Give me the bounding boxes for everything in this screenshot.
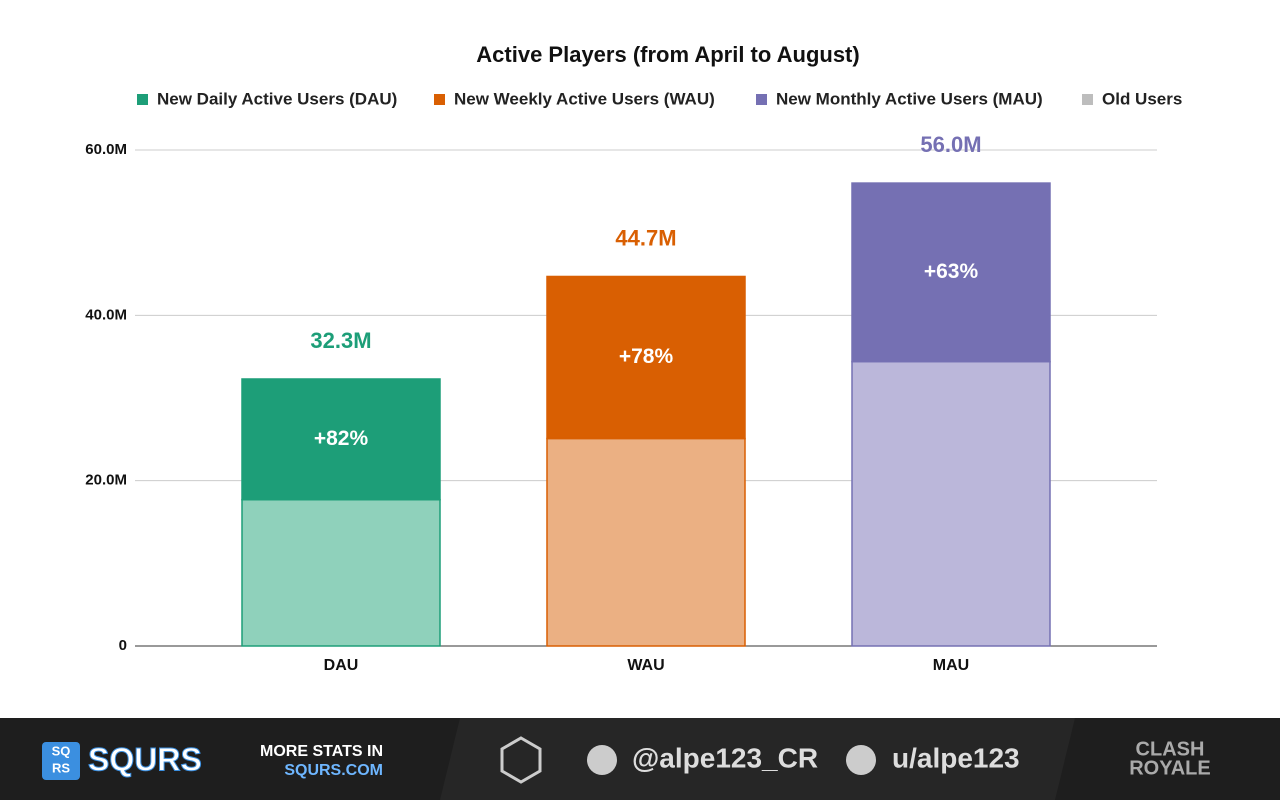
y-tick-label: 0 (119, 637, 127, 654)
total-label: 56.0M (920, 132, 981, 157)
icon-logo (500, 736, 542, 784)
y-tick-label: 60.0M (85, 141, 127, 158)
legend-swatch (1082, 94, 1093, 105)
footer-panel (440, 718, 1075, 800)
game-bottom: ROYALE (1129, 757, 1211, 779)
reddit: u/alpe123 (892, 742, 1020, 773)
brand: SQURS (88, 741, 202, 777)
logo-box (42, 742, 80, 780)
legend-swatch (756, 94, 767, 105)
logo-top: SQ (52, 743, 71, 758)
reddit-icon (846, 745, 876, 775)
legend-label: New Monthly Active Users (MAU) (776, 89, 1043, 108)
footer: SQ RS SQURS MORE STATS IN SQURS.COM @alp… (0, 718, 1280, 800)
total-label: 32.3M (310, 328, 371, 353)
legend-label: New Daily Active Users (DAU) (157, 89, 397, 108)
bar-segment (546, 437, 746, 647)
legend-label: New Weekly Active Users (WAU) (454, 89, 715, 108)
twitter-icon (587, 745, 617, 775)
growth-label: +78% (619, 345, 674, 368)
more-stats: MORE STATS IN (260, 743, 383, 760)
bar-segment (851, 360, 1051, 647)
total-label: 44.7M (615, 225, 676, 250)
legend-swatch (137, 94, 148, 105)
x-tick-label: MAU (933, 657, 969, 674)
legend-label: Old Users (1102, 89, 1182, 108)
y-tick-label: 20.0M (85, 472, 127, 489)
site: SQURS.COM (284, 762, 383, 779)
bar-segment (851, 182, 1051, 363)
bar-segment (546, 275, 746, 440)
growth-label: +63% (924, 260, 979, 283)
game-top: CLASH (1136, 738, 1205, 760)
logo-bottom: RS (52, 760, 70, 775)
legend-swatch (434, 94, 445, 105)
growth-label: +82% (314, 427, 369, 450)
twitter: @alpe123_CR (632, 742, 818, 773)
x-tick-label: DAU (324, 657, 359, 674)
y-tick-label: 40.0M (85, 306, 127, 323)
bar-segment (241, 378, 441, 501)
chart-title: Active Players (from April to August) (476, 42, 859, 67)
x-tick-label: WAU (627, 657, 664, 674)
bar-segment (241, 498, 441, 647)
